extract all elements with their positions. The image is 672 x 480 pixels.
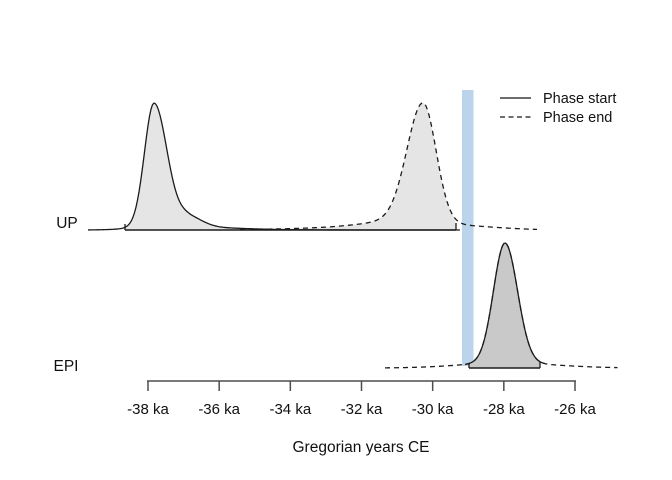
x-tick-label: -32 ka <box>341 401 383 418</box>
x-tick-label: -30 ka <box>412 401 454 418</box>
x-tick-label: -26 ka <box>554 401 596 418</box>
x-axis: -38 ka -36 ka -34 ka -32 ka -30 ka -28 ka -26 … <box>127 380 596 418</box>
x-tick-label: -34 ka <box>269 401 311 418</box>
row-label-epi: EPI <box>54 358 79 375</box>
up-end-density-fill <box>245 102 456 230</box>
row-label-up: UP <box>56 215 78 232</box>
x-tick-label: -28 ka <box>483 401 525 418</box>
epi-end-density <box>384 242 618 369</box>
x-axis-title: Gregorian years CE <box>293 439 430 456</box>
epi-end-density-fill <box>469 243 540 368</box>
range-bars-and-notches <box>124 223 541 369</box>
x-tick-label: -38 ka <box>127 401 169 418</box>
up-end-density <box>239 102 538 231</box>
event-band <box>462 90 474 366</box>
x-tick-label: -36 ka <box>198 401 240 418</box>
legend-label-phase-start: Phase start <box>543 91 616 107</box>
legend-label-phase-end: Phase end <box>543 110 612 126</box>
epi-start-density <box>464 242 545 365</box>
density-fills <box>125 102 540 368</box>
legend: Phase start Phase end <box>500 91 616 126</box>
up-start-density-fill <box>125 103 460 230</box>
